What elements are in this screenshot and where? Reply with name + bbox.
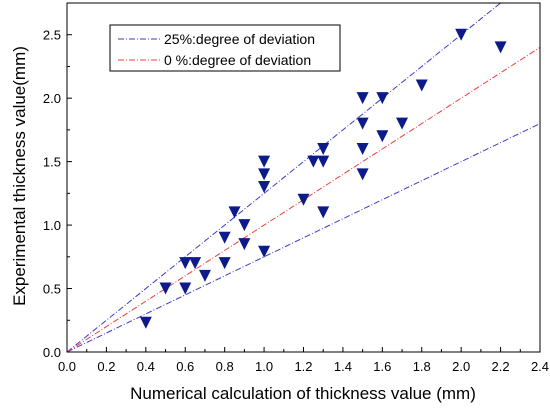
x-tick-label: 0.2 [97,359,115,374]
x-tick-label: 1.0 [255,359,273,374]
y-tick-label: 0.5 [43,282,61,297]
data-point-0-21 [356,117,369,130]
data-point-0-27 [415,79,428,92]
data-point-0-7 [218,231,231,244]
data-point-0-20 [356,92,369,105]
data-point-0-24 [376,92,389,105]
x-tick-label: 2.0 [452,359,470,374]
y-tick-label: 1.0 [43,218,61,233]
legend-box [109,24,341,72]
data-point-0-4 [189,257,202,270]
y-tick-label: 2.5 [43,28,61,43]
data-points [139,28,507,329]
data-point-0-23 [356,168,369,181]
x-tick-label: 2.4 [531,359,549,374]
x-tick-label: 0.6 [176,359,194,374]
x-tick-label: 1.4 [334,359,352,374]
x-tick-label: 0.8 [216,359,234,374]
reference-line-0 [67,3,502,352]
x-tick-label: 0.4 [137,359,155,374]
y-tick-label: 0.0 [43,345,61,360]
data-point-0-17 [317,142,330,155]
data-point-0-16 [307,155,320,168]
data-point-0-6 [218,257,231,270]
y-axis-label: Experimental thickness value(mm) [10,46,29,306]
x-axis-label: Numerical calculation of thickness value… [130,384,476,403]
x-axis: 0.0 0.2 0.4 0.6 0.8 1.0 1.2 1.4 1.6 1.8 2.0 2.2 2.4 [58,347,549,374]
data-point-0-28 [455,28,468,41]
reference-lines [67,3,540,352]
data-point-0-19 [317,206,330,219]
x-tick-label: 2.2 [492,359,510,374]
data-point-0-18 [317,155,330,168]
legend-label-25pct: 25%:degree of deviation [164,31,315,47]
data-point-0-22 [356,142,369,155]
data-point-0-2 [179,257,192,270]
x-tick-label: 0.0 [58,359,76,374]
data-point-0-10 [238,238,251,251]
reference-line-1 [67,123,540,352]
data-point-0-13 [258,181,271,194]
data-point-0-26 [396,117,409,130]
y-axis: 0.0 0.5 1.0 1.5 2.0 2.5 [43,2,72,360]
data-point-0-8 [228,206,241,219]
x-tick-label: 1.2 [294,359,312,374]
y-tick-label: 1.5 [43,155,61,170]
x-tick-label: 1.8 [413,359,431,374]
legend-label-0pct: 0 %:degree of deviation [164,52,311,68]
data-point-0-14 [258,245,271,258]
x-tick-label: 1.6 [373,359,391,374]
data-point-0-25 [376,130,389,143]
data-point-0-12 [258,168,271,181]
data-point-0-9 [238,219,251,232]
data-point-0-5 [198,269,211,282]
data-point-0-0 [139,316,152,329]
reference-line-2 [67,46,540,352]
data-point-0-3 [179,282,192,295]
y-tick-label: 2.0 [43,91,61,106]
data-point-0-29 [494,41,507,54]
data-point-0-11 [258,155,271,168]
legend: 25%:degree of deviation 0 %:degree of de… [109,24,341,72]
data-point-0-1 [159,282,172,295]
data-point-0-15 [297,193,310,206]
